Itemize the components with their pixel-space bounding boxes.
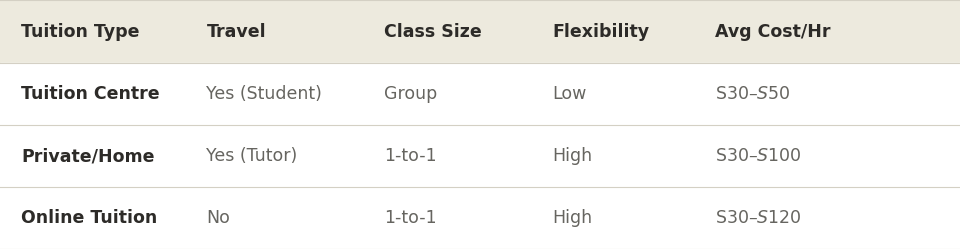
Text: Travel: Travel <box>206 23 266 41</box>
Text: Tuition Type: Tuition Type <box>21 23 139 41</box>
Text: No: No <box>206 209 230 227</box>
Text: Group: Group <box>384 85 437 103</box>
Text: Avg Cost/Hr: Avg Cost/Hr <box>715 23 830 41</box>
Text: High: High <box>552 209 592 227</box>
Text: Class Size: Class Size <box>384 23 482 41</box>
Text: Tuition Centre: Tuition Centre <box>21 85 159 103</box>
Text: Low: Low <box>552 85 587 103</box>
Bar <box>0 0 960 63</box>
Text: 1-to-1: 1-to-1 <box>384 209 437 227</box>
Text: Flexibility: Flexibility <box>552 23 649 41</box>
Text: S$30–S$120: S$30–S$120 <box>715 209 802 227</box>
Text: S$30–S$100: S$30–S$100 <box>715 147 802 165</box>
Text: High: High <box>552 147 592 165</box>
Bar <box>0 63 960 125</box>
Text: Yes (Tutor): Yes (Tutor) <box>206 147 298 165</box>
Text: Online Tuition: Online Tuition <box>21 209 157 227</box>
Bar <box>0 125 960 187</box>
Text: Private/Home: Private/Home <box>21 147 155 165</box>
Text: 1-to-1: 1-to-1 <box>384 147 437 165</box>
Text: Yes (Student): Yes (Student) <box>206 85 323 103</box>
Text: S$30–S$50: S$30–S$50 <box>715 85 791 103</box>
Bar <box>0 187 960 249</box>
